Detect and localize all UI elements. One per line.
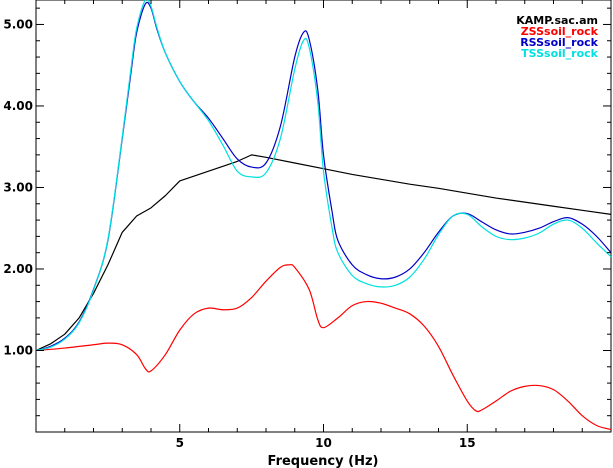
x-tick-label: 15 [459, 436, 476, 450]
y-tick-label: 5.00 [3, 17, 33, 31]
y-tick-label: 1.00 [3, 343, 33, 357]
series-line-tsssoil_rock [35, 0, 612, 352]
x-tick-label: 5 [176, 436, 184, 450]
y-tick-label: 3.00 [3, 180, 33, 194]
legend-entry-zsssoil_rock: ZSSsoil_rock [521, 25, 599, 38]
series-layer [35, 0, 612, 431]
y-axis-ticks: 1.00 2.00 3.00 4.00 5.00 [3, 7, 611, 417]
series-line-unnamed-0 [35, 154, 612, 352]
series-line-zsssoil_rock [35, 264, 612, 431]
x-axis-ticks: 5 10 15 [64, 0, 583, 450]
y-tick-label: 4.00 [3, 99, 33, 113]
y-tick-label: 2.00 [3, 262, 33, 276]
legend-title: KAMP.sac.am [516, 14, 598, 27]
legend-entry-rsssoil_rock: RSSsoil_rock [520, 36, 598, 49]
legend: KAMP.sac.am ZSSsoil_rockRSSsoil_rockTSSs… [516, 14, 598, 60]
x-tick-label: 10 [315, 436, 332, 450]
plot-frame [35, 0, 612, 433]
x-axis-label: Frequency (Hz) [268, 454, 379, 468]
legend-entry-tsssoil_rock: TSSsoil_rock [521, 47, 599, 60]
